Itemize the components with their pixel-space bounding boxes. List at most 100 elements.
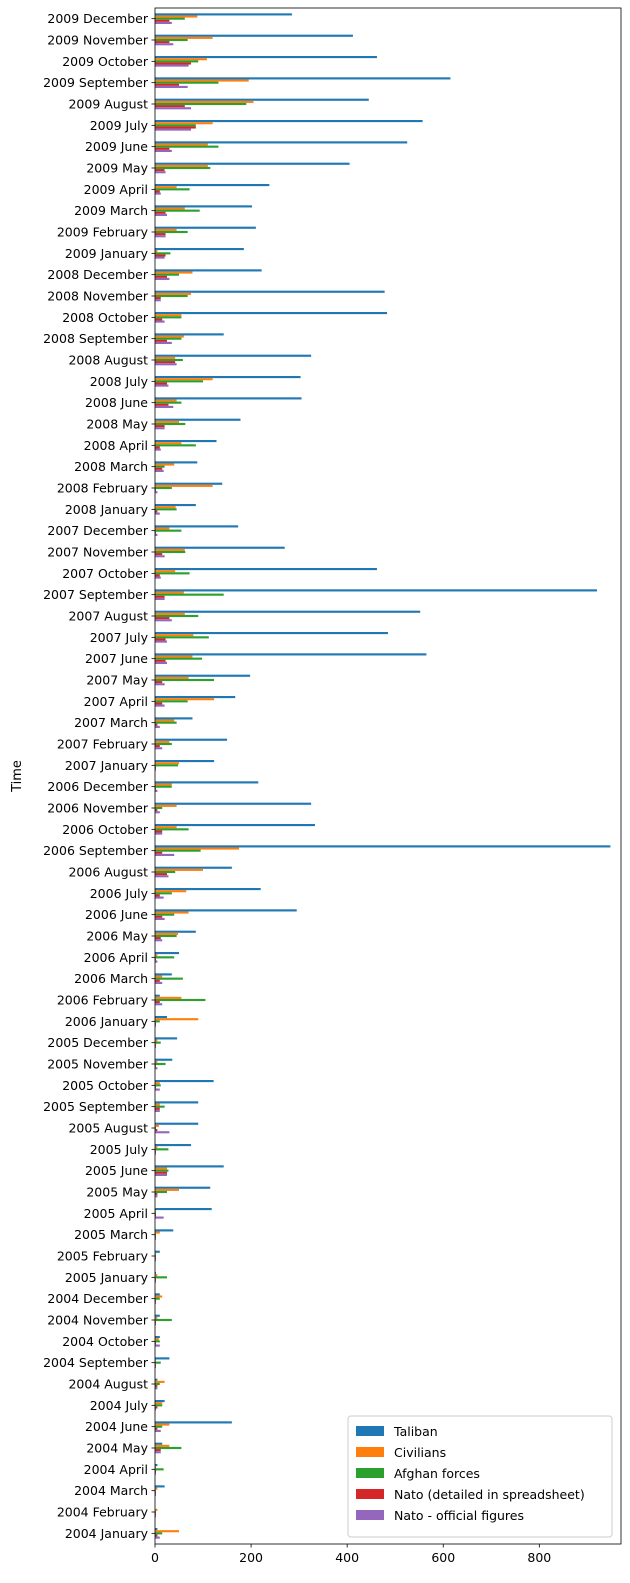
bar	[155, 849, 201, 852]
bar	[155, 1250, 160, 1253]
bar	[155, 911, 189, 914]
bar	[155, 873, 168, 876]
bar	[155, 38, 188, 42]
bar	[155, 363, 177, 366]
y-tick-label: 2009 November	[47, 33, 149, 48]
bar	[155, 128, 192, 131]
y-tick-label: 2009 March	[74, 203, 148, 218]
bar	[155, 100, 254, 103]
bar	[155, 781, 259, 784]
bar	[155, 1235, 156, 1238]
x-tick-label: 600	[431, 1550, 455, 1565]
bar	[155, 463, 175, 466]
bar	[155, 568, 377, 571]
bar	[155, 1513, 156, 1516]
bar	[155, 1152, 156, 1155]
bar	[155, 1299, 156, 1302]
bar	[155, 207, 185, 210]
bar	[155, 640, 168, 643]
y-tick-label: 2006 March	[74, 971, 148, 986]
bar	[155, 1295, 163, 1298]
bar	[155, 256, 165, 259]
y-axis-label: Time	[10, 760, 25, 793]
bar	[155, 1067, 158, 1070]
bar	[155, 228, 177, 231]
x-tick-label: 800	[527, 1550, 551, 1565]
bar	[155, 36, 213, 39]
bar	[155, 745, 160, 748]
bar	[155, 1020, 160, 1023]
bar	[155, 124, 196, 127]
bar	[155, 725, 160, 728]
bar	[155, 1336, 160, 1339]
bar	[155, 740, 170, 743]
y-tick-label: 2008 January	[65, 502, 149, 517]
bar	[155, 248, 244, 251]
bar	[155, 1344, 160, 1347]
bar	[155, 271, 193, 274]
bar	[155, 785, 172, 788]
y-tick-label: 2004 May	[86, 1441, 148, 1456]
bar	[155, 809, 158, 812]
bar	[155, 930, 196, 933]
bar	[155, 527, 170, 530]
bar	[155, 1144, 192, 1147]
bar	[155, 145, 219, 148]
bar	[155, 593, 224, 596]
bar	[155, 1216, 164, 1219]
bar	[155, 868, 204, 871]
bar	[155, 996, 182, 999]
bar	[155, 1045, 156, 1048]
bar	[155, 1210, 156, 1213]
y-tick-label: 2006 April	[84, 950, 148, 965]
y-tick-label: 2007 September	[43, 587, 149, 602]
bar	[155, 824, 315, 827]
bar	[155, 164, 208, 167]
bar	[155, 954, 158, 957]
bar	[155, 892, 172, 895]
bar	[155, 1212, 156, 1215]
bar	[155, 704, 165, 707]
bar	[155, 1229, 174, 1232]
y-tick-label: 2008 September	[43, 331, 149, 346]
bar	[155, 994, 160, 997]
bar	[155, 1233, 156, 1236]
bar	[155, 1382, 160, 1386]
bar	[155, 1301, 156, 1304]
y-tick-label: 2009 May	[86, 161, 148, 176]
bar	[155, 525, 239, 528]
bar	[155, 998, 206, 1002]
x-tick-label: 400	[335, 1550, 359, 1565]
bar	[155, 1062, 166, 1066]
bar	[155, 1065, 156, 1068]
bar	[155, 19, 170, 22]
bar	[155, 254, 166, 257]
y-tick-label: 2004 March	[74, 1483, 148, 1498]
bar	[155, 21, 172, 24]
y-tick-label: 2009 April	[84, 182, 148, 197]
bar	[155, 213, 168, 216]
bar	[155, 1365, 156, 1368]
bar	[155, 1084, 161, 1087]
bar	[155, 105, 185, 108]
bar	[155, 211, 166, 214]
bar	[155, 318, 163, 321]
bar	[155, 1188, 180, 1191]
bar	[155, 273, 180, 276]
bar	[155, 1150, 156, 1153]
y-tick-label: 2005 November	[47, 1057, 149, 1072]
bar	[155, 529, 182, 532]
bar	[155, 890, 187, 893]
bar	[155, 830, 163, 833]
bar	[155, 1449, 161, 1452]
bar	[155, 981, 163, 984]
bar	[155, 1237, 156, 1240]
bar	[155, 1380, 165, 1383]
bar	[155, 226, 256, 229]
bar	[155, 294, 188, 298]
bar	[155, 297, 161, 300]
bar	[155, 376, 301, 379]
bar	[155, 766, 156, 769]
y-tick-label: 2004 February	[57, 1505, 149, 1520]
bar	[155, 1252, 156, 1255]
